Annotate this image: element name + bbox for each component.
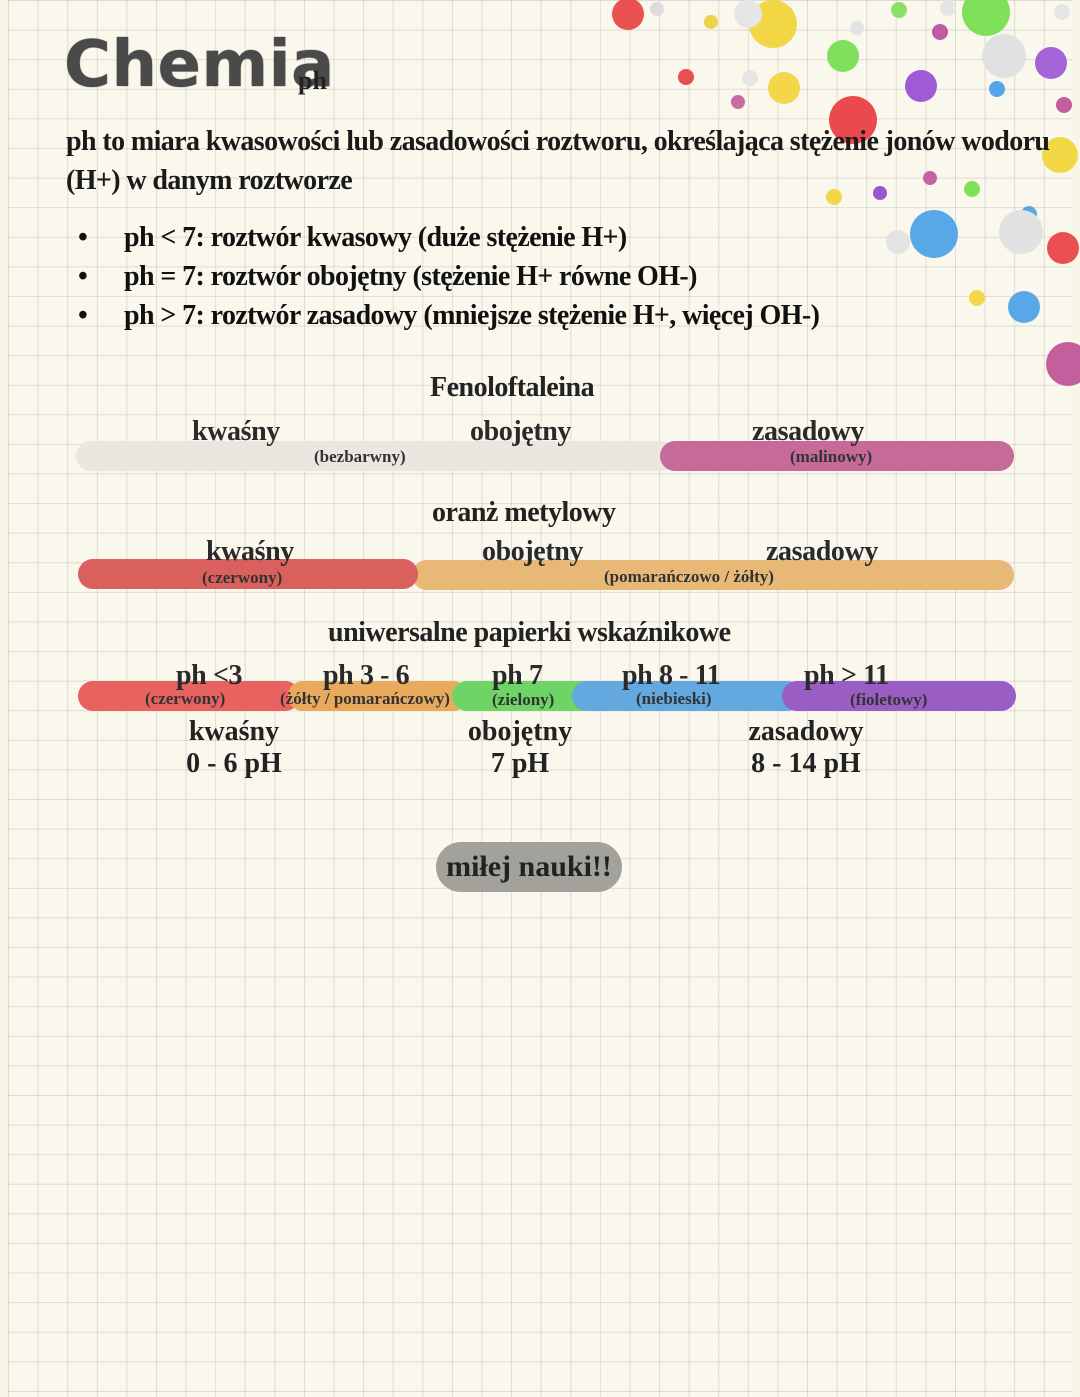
range-value: 7 pH: [490, 748, 550, 779]
segment-ph-label: ph <3: [176, 660, 243, 691]
acid-label: kwaśny: [206, 536, 294, 567]
segment-blue: [572, 681, 802, 711]
segment-orange: [288, 681, 468, 711]
methyl-orange-heading: oranż metylowy: [432, 497, 616, 528]
acid-color-label: (czerwony): [202, 568, 283, 587]
base-label: zasadowy: [766, 536, 878, 567]
segment-red: [78, 681, 300, 711]
base-range: zasadowy 8 - 14 pH: [720, 716, 892, 780]
list-item: • ph > 7: roztwór zasadowy (mniejsze stęż…: [78, 296, 820, 335]
intro-paragraph: ph to miara kwasowości lub zasadowości r…: [66, 126, 1050, 196]
segment-ph-label: ph 3 - 6: [323, 660, 410, 691]
range-name: zasadowy: [748, 716, 864, 747]
orange-bar: [412, 560, 1014, 590]
segment-color-label: (fioletowy): [850, 690, 928, 709]
acid-range: kwaśny 0 - 6 pH: [150, 716, 318, 780]
neutral-label: obojętny: [470, 416, 572, 447]
neutral-range: obojętny 7 pH: [440, 716, 600, 780]
base-color-label: (pomarańczowo / żółty): [604, 567, 774, 586]
bullet-marker: •: [78, 222, 88, 253]
ph-rules-list: • ph < 7: roztwór kwasowy (duże stężenie …: [78, 218, 820, 335]
segment-color-label: (czerwony): [145, 689, 226, 708]
range-value: 0 - 6 pH: [186, 748, 282, 779]
base-color-label: (malinowy): [790, 447, 873, 466]
range-name: obojętny: [467, 716, 573, 747]
segment-ph-label: ph 7: [492, 660, 543, 691]
segment-ph-label: ph > 11: [804, 660, 889, 691]
acid-label: kwaśny: [192, 416, 280, 447]
bullet-marker: •: [78, 300, 88, 331]
list-item-text: ph < 7: roztwór kwasowy (duże stężenie H…: [124, 222, 627, 253]
list-item-text: ph > 7: roztwór zasadowy (mniejsze stęże…: [124, 300, 820, 331]
red-bar: [78, 559, 418, 589]
acid-color-label: (bezbarwny): [314, 447, 406, 466]
crimson-bar: [660, 441, 1014, 471]
segment-violet: [782, 681, 1016, 711]
list-item: • ph < 7: roztwór kwasowy (duże stężenie …: [78, 218, 819, 257]
page-title-subscript: ph: [298, 66, 327, 95]
page-title: Chemia: [64, 28, 335, 102]
universal-paper-heading: uniwersalne papierki wskaźnikowe: [328, 617, 731, 648]
list-item: • ph = 7: roztwór obojętny (stężenie H+ r…: [78, 257, 819, 296]
range-value: 8 - 14 pH: [751, 748, 861, 779]
segment-color-label: (zielony): [492, 690, 555, 709]
segment-color-label: (żółty / pomarańczowy): [280, 689, 450, 708]
segment-ph-label: ph 8 - 11: [622, 660, 721, 691]
neutral-label: obojętny: [482, 536, 584, 567]
phenolphthalein-heading: Fenoloftaleina: [430, 372, 595, 403]
footer-note: miłej nauki!!: [436, 842, 622, 892]
base-label: zasadowy: [752, 416, 864, 447]
colorless-bar: [76, 441, 676, 471]
bullet-marker: •: [78, 261, 88, 292]
range-name: kwaśny: [188, 716, 280, 747]
list-item-text: ph = 7: roztwór obojętny (stężenie H+ ró…: [124, 261, 697, 292]
segment-color-label: (niebieski): [636, 689, 712, 708]
